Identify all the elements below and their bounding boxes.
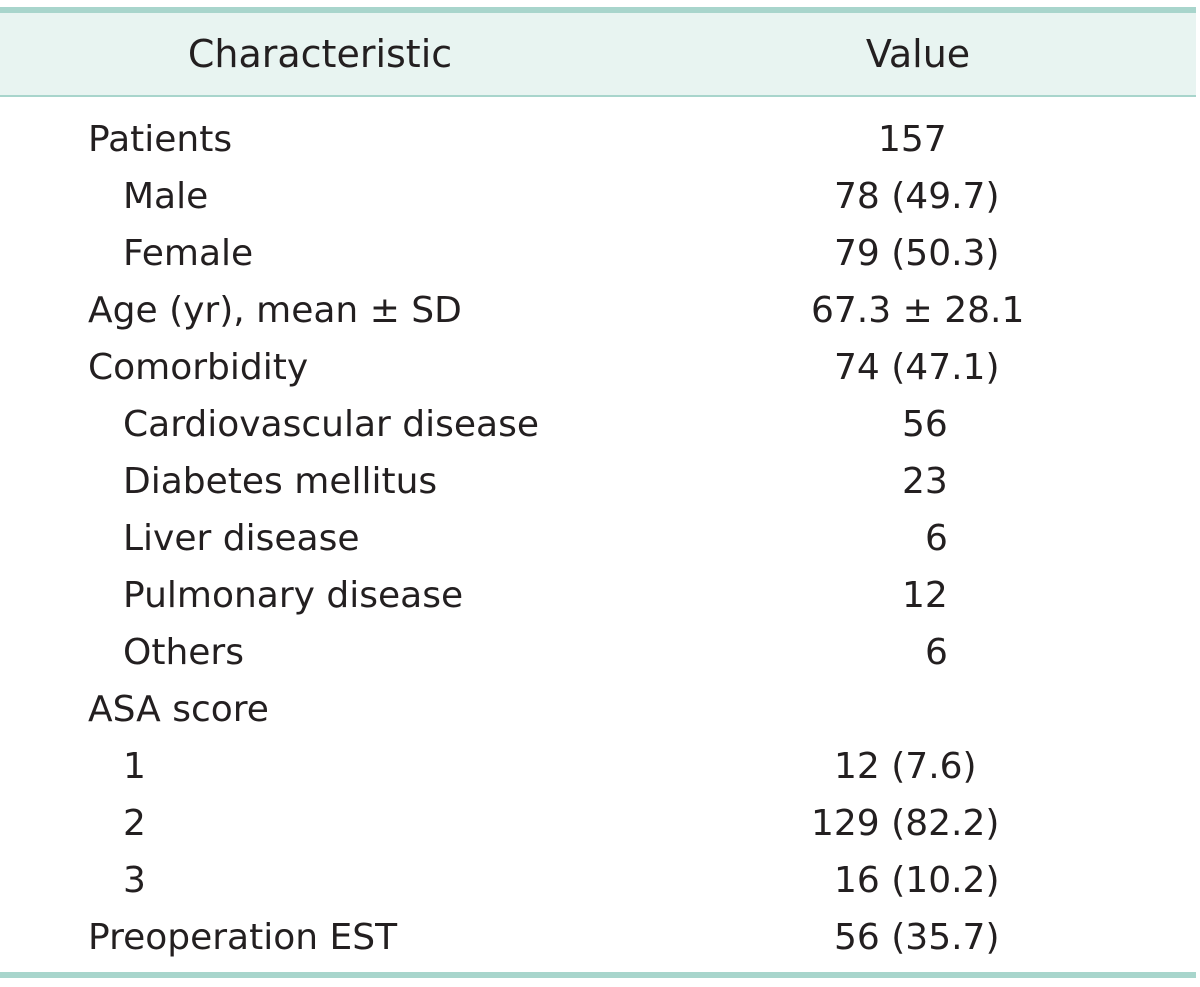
row-value: 79 (50.3) <box>834 233 1000 274</box>
row-label: Liver disease <box>123 518 360 559</box>
table-row: Patients 157 <box>0 111 1196 168</box>
table-row: 3 16 (10.2) <box>0 852 1196 909</box>
table-row: Pulmonary disease 12 <box>0 567 1196 624</box>
table-row: Comorbidity 74 (47.1) <box>0 339 1196 396</box>
table-row: Others 6 <box>0 624 1196 681</box>
table-row: Preoperation EST 56 (35.7) <box>0 909 1196 966</box>
row-value: 78 (49.7) <box>834 176 1000 217</box>
table-row: 1 12 (7.6) <box>0 738 1196 795</box>
table-row: Diabetes mellitus 23 <box>0 453 1196 510</box>
row-value: 56 <box>902 404 948 445</box>
row-value: 6 <box>925 632 948 673</box>
table-row: ASA score <box>0 681 1196 738</box>
row-value: 129 (82.2) <box>811 803 1000 844</box>
table-header-rule <box>0 95 1196 97</box>
row-label: Female <box>123 233 254 274</box>
table-body: Patients 157 Male 78 (49.7) Female 79 (5… <box>0 111 1196 966</box>
row-value: 67.3 ± 28.1 <box>811 290 1025 331</box>
header-characteristic: Characteristic <box>187 32 453 76</box>
row-label: Cardiovascular disease <box>123 404 540 445</box>
table-bottom-rule <box>0 972 1196 978</box>
row-value: 12 (7.6) <box>834 746 977 787</box>
row-label: 1 <box>123 746 146 787</box>
row-value: 56 (35.7) <box>834 917 1000 958</box>
row-value: 74 (47.1) <box>834 347 1000 388</box>
table-row: Liver disease 6 <box>0 510 1196 567</box>
row-value: 23 <box>902 461 948 502</box>
row-label: Diabetes mellitus <box>123 461 438 502</box>
table-row: Cardiovascular disease 56 <box>0 396 1196 453</box>
row-value: 12 <box>902 575 948 616</box>
header-value: Value <box>865 32 971 76</box>
table-row: Male 78 (49.7) <box>0 168 1196 225</box>
row-label: 2 <box>123 803 146 844</box>
row-value <box>640 681 1200 738</box>
table-row: Female 79 (50.3) <box>0 225 1196 282</box>
row-value: 6 <box>925 518 948 559</box>
row-label: Others <box>123 632 244 673</box>
row-label: Pulmonary disease <box>123 575 464 616</box>
row-value: 157 <box>878 119 947 160</box>
row-label: Age (yr), mean ± SD <box>88 290 462 331</box>
table-row: 2 129 (82.2) <box>0 795 1196 852</box>
table-top-rule <box>0 7 1196 13</box>
row-label: 3 <box>123 860 146 901</box>
row-label: Comorbidity <box>88 347 309 388</box>
row-label: Patients <box>88 119 233 160</box>
table-row: Age (yr), mean ± SD 67.3 ± 28.1 <box>0 282 1196 339</box>
row-value: 16 (10.2) <box>834 860 1000 901</box>
table-header-background <box>0 13 1196 96</box>
row-label: ASA score <box>88 689 269 730</box>
row-label: Male <box>123 176 209 217</box>
row-label: Preoperation EST <box>88 917 398 958</box>
